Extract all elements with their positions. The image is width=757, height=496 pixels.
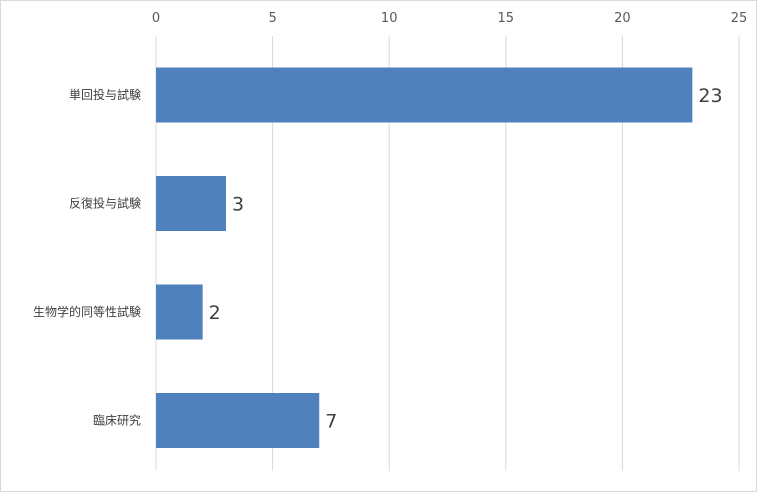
bar-1 (156, 176, 226, 231)
bar-0 (156, 67, 693, 123)
x-tick-label: 20 (614, 11, 631, 26)
x-tick-label: 15 (498, 11, 515, 26)
x-tick-label: 25 (731, 11, 748, 26)
bar-3 (156, 393, 320, 448)
data-labels: 23 3 2 7 (209, 85, 723, 433)
category-label: 臨床研究 (93, 413, 141, 428)
x-tick-label: 10 (381, 11, 398, 26)
data-label: 7 (325, 411, 337, 433)
category-label: 反復投与試験 (69, 196, 141, 211)
category-label: 生物学的同等性試験 (33, 304, 141, 319)
data-label: 3 (232, 194, 244, 216)
x-axis-ticks: 0 5 10 15 20 25 (152, 11, 747, 26)
bar-2 (156, 284, 203, 340)
x-tick-label: 0 (152, 11, 160, 26)
data-label: 2 (209, 302, 221, 324)
category-label: 単回投与試験 (69, 87, 141, 102)
x-tick-label: 5 (268, 11, 276, 26)
data-label: 23 (698, 85, 722, 107)
bars (156, 67, 693, 448)
